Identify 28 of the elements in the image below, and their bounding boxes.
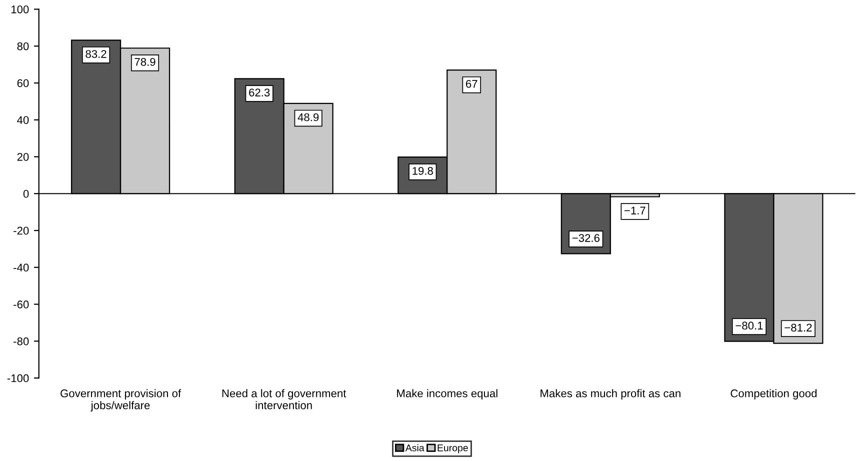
y-tick-label: -60	[14, 300, 29, 308]
x-tick-label: Government provision of jobs/welfare	[60, 389, 182, 412]
x-tick-label: Need a lot of government intervention	[222, 389, 346, 410]
y-tick-label: 20	[17, 153, 29, 161]
legend-label: Europe	[438, 444, 468, 454]
data-label: 62.3	[249, 88, 270, 96]
data-label: −81.2	[784, 324, 812, 332]
x-tick-label: Makes as much profit as can	[540, 389, 680, 400]
data-label: 83.2	[86, 50, 106, 58]
y-tick-label: 40	[17, 116, 29, 124]
x-tick-label: Competition good	[730, 389, 817, 400]
y-tick-label: -20	[14, 226, 29, 235]
y-tick-label: 60	[17, 79, 29, 88]
y-tick-label: -100	[7, 374, 29, 382]
data-label: −80.1	[736, 322, 763, 330]
y-tick-label: -80	[14, 337, 29, 346]
data-label: −1.7	[624, 206, 646, 214]
y-tick-label: 80	[17, 42, 29, 50]
y-tick-label: -40	[14, 264, 29, 272]
data-label: −32.6	[572, 234, 600, 242]
data-label: 67	[466, 80, 478, 88]
data-label: 48.9	[298, 113, 319, 122]
y-tick-label: 100	[11, 5, 29, 14]
x-tick-label: Make incomes equal	[397, 389, 498, 400]
legend-label: Asia	[405, 444, 424, 452]
y-tick-label: 0	[23, 190, 29, 198]
data-label: 19.8	[412, 166, 433, 175]
data-label: 78.9	[134, 58, 156, 66]
